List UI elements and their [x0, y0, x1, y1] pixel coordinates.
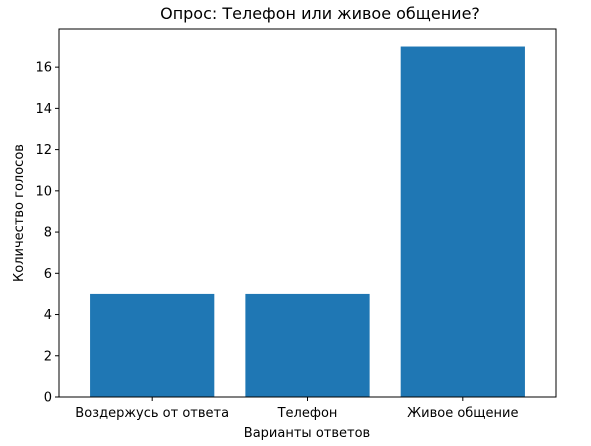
- bar-1: [90, 293, 215, 397]
- plot-area: [90, 46, 525, 398]
- y-tick-label: 10: [35, 184, 52, 199]
- bar-2: [245, 293, 370, 397]
- y-tick-label: 2: [44, 349, 52, 364]
- y-tick-label: 14: [35, 102, 52, 117]
- x-tick-label: Воздержусь от ответа: [75, 406, 229, 421]
- y-axis: 0 2 4 6 8 10 12 14 16: [35, 61, 59, 406]
- x-tick-label: Телефон: [277, 406, 338, 421]
- y-tick-label: 0: [44, 391, 52, 406]
- x-axis: Воздержусь от ответа Телефон Живое общение: [75, 397, 518, 421]
- y-tick-label: 8: [44, 226, 52, 241]
- y-tick-label: 4: [44, 308, 52, 323]
- bar-3: [400, 46, 525, 398]
- x-axis-label: Варианты ответов: [244, 426, 370, 441]
- y-tick-label: 12: [35, 143, 52, 158]
- x-tick-label: Живое общение: [407, 406, 518, 421]
- chart-title: Опрос: Телефон или живое общение?: [160, 4, 480, 23]
- y-tick-label: 6: [44, 267, 52, 282]
- y-tick-label: 16: [35, 61, 52, 76]
- y-axis-label: Количество голосов: [12, 144, 27, 282]
